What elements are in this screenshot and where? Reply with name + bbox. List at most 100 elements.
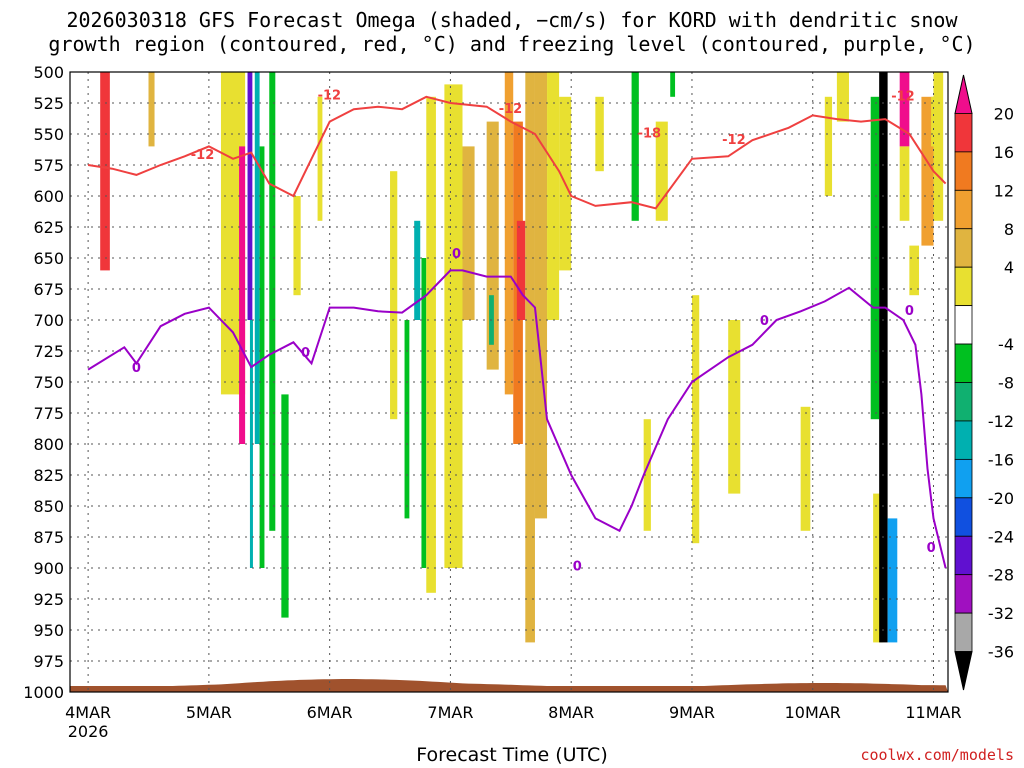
colorbar-swatch	[954, 151, 973, 191]
omega-shading-cell	[404, 320, 410, 519]
colorbar-swatch	[954, 382, 973, 422]
colorbar-level-label: 8	[1004, 220, 1014, 239]
omega-shading-cell	[933, 72, 944, 221]
title-line-2: growth region (contoured, red, °C) and f…	[48, 32, 976, 56]
x-tick-label: 5MAR	[186, 703, 232, 722]
freezing-contour-label: 0	[573, 559, 582, 574]
x-tick-label: 11MAR	[905, 703, 961, 722]
y-tick-label: 500	[33, 63, 64, 82]
freezing-contour-label: 0	[927, 541, 936, 556]
title-line-1: 2026030318 GFS Forecast Omega (shaded, −…	[66, 8, 958, 32]
x-year-label: 2026	[68, 722, 109, 741]
colorbar-level-label: -12	[988, 412, 1014, 431]
y-tick-label: 825	[33, 466, 64, 485]
y-tick-label: 600	[33, 187, 64, 206]
y-tick-label: 700	[33, 311, 64, 330]
omega-shading-cell	[249, 320, 253, 568]
y-tick-label: 950	[33, 621, 64, 640]
y-tick-label: 1000	[23, 683, 64, 702]
colorbar-swatch	[954, 420, 973, 460]
omega-shading-cell	[909, 245, 920, 296]
freezing-contour-label: 0	[132, 361, 141, 376]
omega-shading-cell	[691, 295, 700, 544]
colorbar-swatch	[954, 651, 973, 691]
y-tick-label: 900	[33, 559, 64, 578]
y-tick-label: 550	[33, 125, 64, 144]
x-tick-label: 7MAR	[427, 703, 473, 722]
x-tick-label: 8MAR	[548, 703, 594, 722]
omega-shading-cell	[426, 96, 436, 593]
omega-shading-cell	[525, 72, 535, 643]
omega-shading-cell	[148, 72, 155, 147]
omega-shading-cell	[887, 518, 898, 643]
y-tick-label: 675	[33, 280, 64, 299]
plot-frame	[69, 71, 949, 693]
omega-shading-cell	[873, 493, 883, 643]
omega-shading-cell	[421, 258, 427, 568]
omega-shading-cell	[670, 72, 676, 97]
omega-shading-cell	[643, 419, 651, 531]
colorbar-swatch	[954, 189, 973, 230]
x-tick-label: 4MAR	[65, 703, 111, 722]
dgz-contour-label: -12	[891, 90, 915, 105]
credit-link[interactable]: coolwx.com/models	[860, 746, 1014, 764]
x-tick-label: 9MAR	[669, 703, 715, 722]
colorbar-level-label: -32	[988, 604, 1014, 623]
omega-shading-cell	[879, 72, 888, 643]
omega-shading-cell	[899, 146, 910, 221]
colorbar-swatch	[954, 612, 973, 652]
omega-shading-cell	[534, 72, 548, 519]
dgz-line	[87, 95, 947, 210]
x-tick-label: 6MAR	[307, 703, 353, 722]
y-tick-label: 575	[33, 156, 64, 175]
freezing-contour-label: 0	[905, 304, 914, 319]
omega-shading-cell	[631, 72, 639, 221]
x-axis-label: Forecast Time (UTC)	[416, 744, 608, 766]
omega-shading-cell	[414, 220, 421, 320]
omega-shading-cell	[239, 146, 246, 444]
y-tick-label: 775	[33, 404, 64, 423]
y-tick-label: 525	[33, 94, 64, 113]
omega-shading-cell	[516, 220, 526, 320]
colorbar-swatch	[954, 535, 973, 576]
dgz-contour-label: -12	[722, 133, 746, 148]
freezing-contour-label: 0	[301, 346, 310, 361]
chart-title: 2026030318 GFS Forecast Omega (shaded, −…	[0, 8, 1024, 56]
x-tick-label: 10MAR	[785, 703, 841, 722]
dgz-contour-label: -18	[638, 127, 662, 142]
dgz-contour-label: -12	[191, 148, 215, 163]
colorbar-swatch	[954, 74, 973, 114]
y-tick-label: 625	[33, 218, 64, 237]
ground-terrain	[70, 679, 948, 692]
omega-shading-cell	[269, 72, 276, 531]
colorbar-level-label: 12	[994, 181, 1014, 200]
colorbar-swatch	[954, 113, 973, 153]
omega-shading-cell	[899, 72, 910, 147]
colorbar-swatch	[954, 305, 973, 345]
freezing-contour-label: 0	[452, 247, 461, 262]
colorbar-swatch	[954, 266, 973, 307]
omega-shading-cell	[247, 72, 253, 320]
omega-shading-cell	[390, 171, 398, 420]
omega-shading-cell	[100, 72, 110, 271]
colorbar-level-label: -4	[998, 335, 1014, 354]
omega-shading-cell	[444, 84, 463, 569]
y-tick-label: 975	[33, 652, 64, 671]
dgz-contour-label: -12	[318, 88, 342, 103]
colorbar-level-label: -20	[988, 489, 1014, 508]
colorbar-swatch	[954, 497, 973, 537]
omega-shading-cell	[504, 72, 514, 395]
colorbar-level-label: -36	[988, 643, 1014, 662]
omega-shading-cell	[281, 394, 289, 618]
colorbar-level-label: 4	[1004, 258, 1014, 277]
colorbar-swatch	[954, 343, 973, 383]
colorbar-level-label: 16	[994, 143, 1014, 162]
omega-shading-cell	[259, 146, 265, 568]
omega-shading-cell	[836, 72, 849, 122]
omega-shading-cell	[824, 96, 833, 196]
y-tick-label: 925	[33, 590, 64, 609]
freezing-level-line	[87, 269, 947, 569]
omega-shading-cell	[728, 320, 741, 494]
y-tick-label: 750	[33, 373, 64, 392]
